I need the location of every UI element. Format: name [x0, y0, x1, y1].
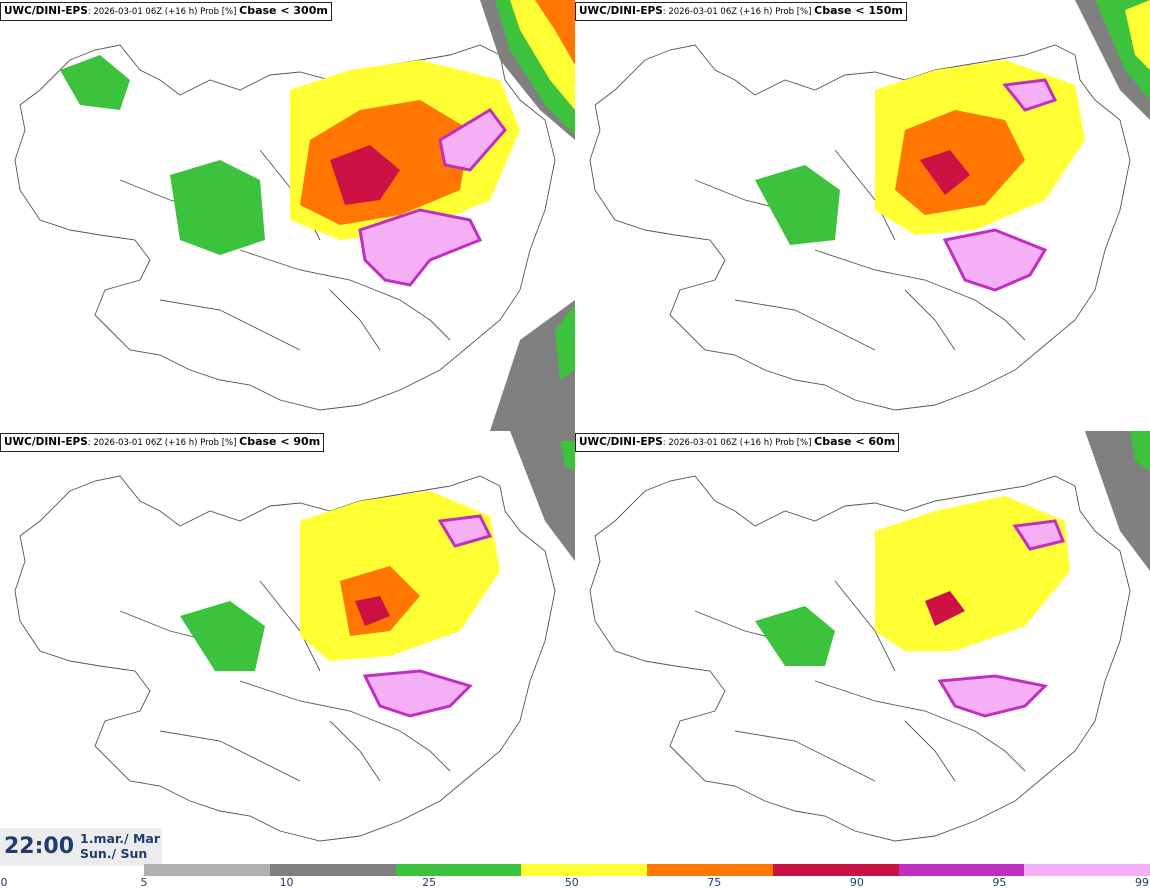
map-panel-cbase-60: UWC/DINI-EPS: 2026-03-01 06Z (+16 h) Pro… [575, 431, 1150, 862]
panel-title: UWC/DINI-EPS: 2026-03-01 06Z (+16 h) Pro… [575, 2, 907, 21]
model-name: UWC/DINI-EPS [4, 5, 88, 17]
colorbar-tick-label: 25 [422, 876, 437, 889]
colorbar-segment [898, 864, 1025, 876]
probability-colorbar [144, 864, 1150, 876]
west-green-blob [170, 160, 265, 255]
map-panel-cbase-300: UWC/DINI-EPS: 2026-03-01 06Z (+16 h) Pro… [0, 0, 575, 431]
sea-yellow-region [1125, 0, 1150, 70]
run-info: : 2026-03-01 06Z (+16 h) Prob [%] [662, 438, 815, 448]
panel-title: UWC/DINI-EPS: 2026-03-01 06Z (+16 h) Pro… [0, 433, 325, 452]
colorbar-tick-label: 10 [279, 876, 294, 889]
map-canvas [14, 431, 575, 842]
sea-gray-south [490, 300, 575, 431]
run-info: : 2026-03-01 06Z (+16 h) Prob [%] [87, 7, 240, 17]
colorbar-tick-label: 50 [564, 876, 579, 889]
west-green-blob [755, 165, 840, 245]
south-pink-blob [358, 208, 483, 287]
colorbar-segment [144, 864, 270, 876]
colorbar-tick-label: 90 [849, 876, 864, 889]
panel-title: UWC/DINI-EPS: 2026-03-01 06Z (+16 h) Pro… [575, 433, 900, 452]
north-pink-blob [437, 514, 493, 548]
central-red-blob [920, 150, 970, 195]
colorbar-segment [395, 864, 522, 876]
sea-green-region [1130, 431, 1150, 471]
valid-date-line2: Sun./ Sun [80, 846, 148, 861]
map-canvas [589, 0, 1150, 411]
model-name: UWC/DINI-EPS [4, 436, 88, 448]
coast-gray-region [1085, 431, 1150, 571]
colorbar-tick-label: 5 [140, 876, 148, 889]
sea-green-south [555, 305, 575, 380]
run-info: : 2026-03-01 06Z (+16 h) Prob [%] [662, 7, 815, 17]
central-red-blob [925, 591, 965, 626]
colorbar-tick-label: 99 [1135, 876, 1149, 889]
map-panel-cbase-90: UWC/DINI-EPS: 2026-03-01 06Z (+16 h) Pro… [0, 431, 575, 862]
colorbar-segment [647, 864, 773, 876]
threshold-label: Cbase < 60m [814, 435, 896, 448]
west-green-blob [180, 601, 265, 671]
valid-date-line1: 1.mar./ Mar [80, 831, 160, 846]
threshold-label: Cbase < 90m [239, 435, 321, 448]
central-yellow-blob [875, 496, 1070, 651]
central-red-blob [330, 145, 400, 205]
colorbar-segment [269, 864, 396, 876]
south-pink-blob [362, 669, 473, 718]
colorbar-tick-label: 95 [992, 876, 1007, 889]
northwest-green-blob [60, 55, 130, 110]
map-canvas [14, 0, 575, 431]
model-name: UWC/DINI-EPS [579, 5, 663, 17]
central-red-blob [355, 596, 390, 626]
valid-time-clock: 22:00 [4, 834, 75, 859]
model-name: UWC/DINI-EPS [579, 436, 663, 448]
colorbar-segment [1024, 864, 1150, 876]
sea-green-region [560, 441, 575, 471]
north-pink-blob [1012, 519, 1066, 551]
colorbar-tick-label: 0 [0, 876, 8, 889]
colorbar-segment [521, 864, 647, 876]
coast-gray-region [510, 431, 575, 561]
threshold-label: Cbase < 150m [814, 4, 903, 17]
south-pink-blob [942, 228, 1048, 292]
map-canvas [589, 431, 1150, 842]
colorbar-segment [772, 864, 899, 876]
threshold-label: Cbase < 300m [239, 4, 328, 17]
map-panel-cbase-150: UWC/DINI-EPS: 2026-03-01 06Z (+16 h) Pro… [575, 0, 1150, 431]
valid-time-box: 22:00 1.mar./ Mar Sun./ Sun [0, 828, 162, 866]
sea-orange-region [535, 0, 575, 65]
south-pink-blob [937, 674, 1049, 718]
west-green-blob [755, 606, 835, 666]
north-pink-blob [1002, 78, 1058, 112]
run-info: : 2026-03-01 06Z (+16 h) Prob [%] [87, 438, 240, 448]
panel-title: UWC/DINI-EPS: 2026-03-01 06Z (+16 h) Pro… [0, 2, 332, 21]
east-pink-blob [438, 108, 507, 172]
colorbar-tick-label: 75 [707, 876, 722, 889]
